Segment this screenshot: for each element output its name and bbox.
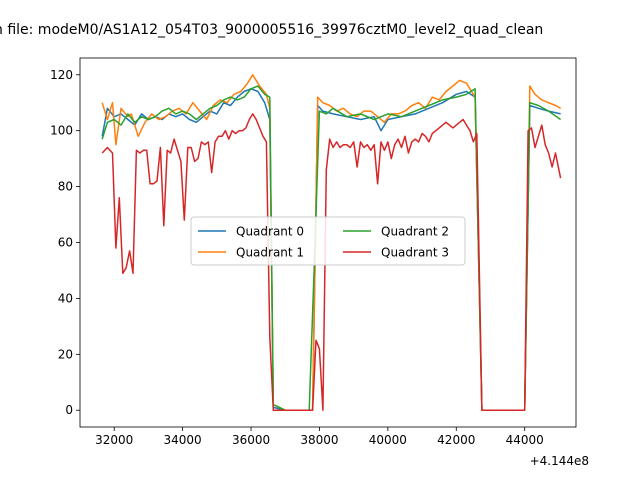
legend-label: Quadrant 0 [236, 225, 304, 239]
x-tick-label: 38000 [300, 433, 338, 447]
y-tick-label: 0 [65, 403, 73, 417]
legend: Quadrant 0 Quadrant 1 Quadrant 2 Quadrant 3 [190, 216, 466, 266]
x-tick-label: 42000 [437, 433, 475, 447]
x-axis-offset-label: +4.144e8 [530, 454, 589, 468]
y-tick-label: 40 [58, 291, 73, 305]
legend-box [190, 216, 466, 266]
legend-label: Quadrant 3 [381, 246, 449, 260]
legend-label: Quadrant 2 [381, 225, 449, 239]
y-axis: 0 20 40 60 80 100 120 [50, 68, 80, 417]
y-tick-label: 20 [58, 347, 73, 361]
x-tick-label: 36000 [232, 433, 270, 447]
y-tick-label: 80 [58, 180, 73, 194]
x-tick-label: 34000 [164, 433, 202, 447]
y-tick-label: 60 [58, 236, 73, 250]
x-tick-label: 44000 [506, 433, 544, 447]
x-tick-label: 40000 [369, 433, 407, 447]
y-tick-label: 120 [50, 68, 73, 82]
y-tick-label: 100 [50, 124, 73, 138]
legend-label: Quadrant 1 [236, 246, 304, 260]
series-layer [101, 74, 562, 411]
chart-title: n file: modeM0/AS1A12_054T03_9000005516_… [0, 22, 543, 38]
series-line-quadrant-3 [101, 113, 562, 411]
x-tick-label: 32000 [95, 433, 133, 447]
series-line-quadrant-1 [101, 74, 561, 411]
x-axis: 32000 34000 36000 38000 40000 42000 44000 [95, 427, 544, 447]
